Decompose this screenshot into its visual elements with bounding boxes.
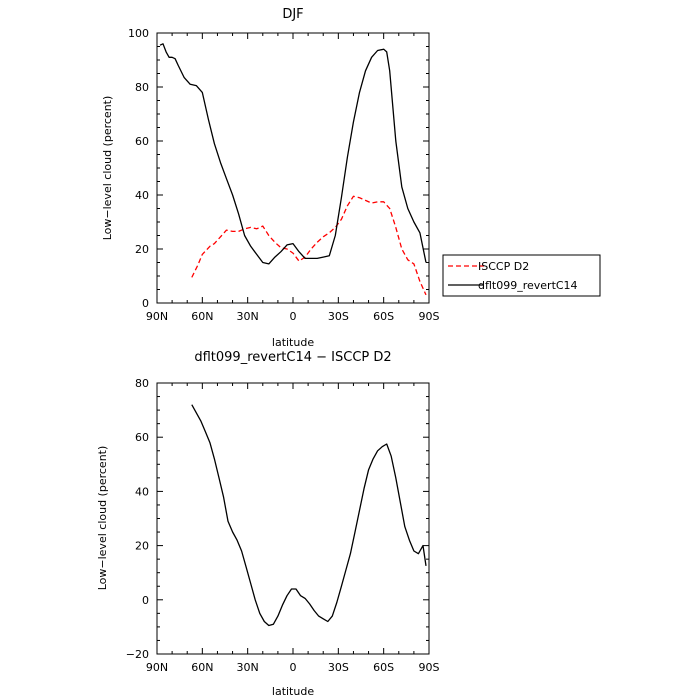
x-tick-label: 60N [191, 310, 213, 323]
x-axis-label: latitude [272, 336, 314, 349]
x-tick-label: 90N [146, 661, 168, 674]
x-tick-label: 30N [237, 310, 259, 323]
chart-title: DJF [282, 7, 303, 22]
y-tick-label: 80 [135, 377, 149, 390]
y-tick-label: 20 [135, 243, 149, 256]
x-tick-label: 30N [237, 661, 259, 674]
axis-ticks: 90N 60N 30N 0 30S 60S 90S −20 0 20 40 60 80 [126, 377, 440, 674]
chart-title: dflt099_revertC14 − ISCCP D2 [194, 350, 391, 365]
panel-top: DJF latitude Low−level cloud (percent) 9… [101, 7, 440, 349]
x-tick-label: 60S [373, 310, 394, 323]
y-tick-label: 0 [142, 594, 149, 607]
plot-series [159, 43, 427, 296]
x-tick-label: 0 [290, 310, 297, 323]
x-tick-label: 60S [373, 661, 394, 674]
series-line-0 [191, 404, 427, 627]
y-tick-label: 100 [128, 27, 149, 40]
legend-box [442, 254, 601, 297]
x-tick-label: 30S [328, 310, 349, 323]
y-axis-label: Low−level cloud (percent) [101, 96, 114, 241]
x-tick-label: 90S [419, 661, 440, 674]
plot-frame [156, 32, 430, 304]
y-tick-label: 40 [135, 189, 149, 202]
legend-entry-isccp: ISCCP D2 [478, 260, 529, 273]
y-tick-label: −20 [126, 648, 149, 661]
panel-bottom: dflt099_revertC14 − ISCCP D2 latitude Lo… [96, 350, 440, 698]
y-tick-label: 60 [135, 431, 149, 444]
y-tick-label: 60 [135, 135, 149, 148]
axis-ticks: 90N 60N 30N 0 30S 60S 90S 0 20 40 60 80 100 [128, 27, 440, 323]
legend-entry-dflt: dflt099_revertC14 [478, 279, 578, 292]
plot-frame [156, 382, 430, 655]
x-axis-label: latitude [272, 685, 314, 698]
x-tick-label: 0 [290, 661, 297, 674]
y-tick-label: 0 [142, 297, 149, 310]
series-line-0 [191, 195, 427, 296]
y-tick-label: 20 [135, 540, 149, 553]
y-tick-label: 40 [135, 485, 149, 498]
y-tick-label: 80 [135, 81, 149, 94]
legend: ISCCP D2 dflt099_revertC14 [442, 254, 601, 297]
y-axis-label: Low−level cloud (percent) [96, 446, 109, 591]
x-tick-label: 30S [328, 661, 349, 674]
plot-series [191, 404, 427, 627]
series-line-1 [159, 43, 427, 265]
x-tick-label: 60N [191, 661, 213, 674]
x-tick-label: 90S [419, 310, 440, 323]
x-tick-label: 90N [146, 310, 168, 323]
